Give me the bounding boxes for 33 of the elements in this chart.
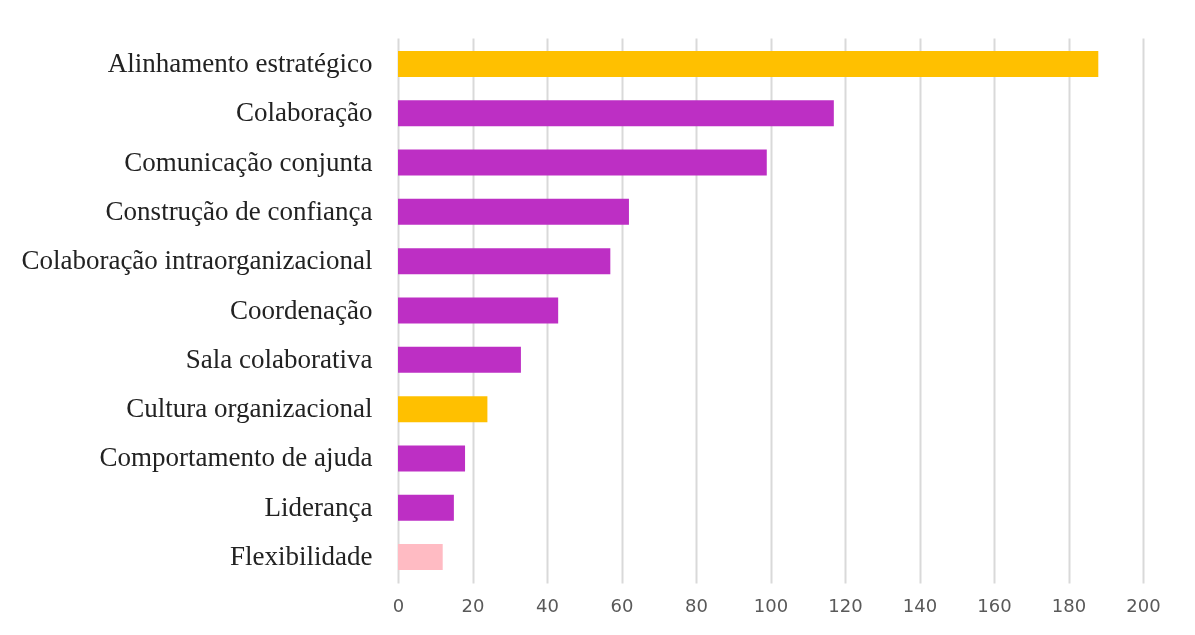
y-tick-label: Comunicação conjunta [124, 146, 373, 177]
bar [398, 445, 466, 472]
bar [398, 100, 834, 127]
bar [398, 198, 629, 225]
x-tick-label: 80 [685, 594, 708, 616]
bar [398, 544, 443, 571]
y-tick-label: Flexibilidade [230, 541, 373, 572]
y-tick-label: Colaboração intraorganizacional [21, 245, 373, 276]
x-tick-label: 180 [1051, 594, 1087, 616]
x-tick-label: 200 [1126, 594, 1161, 616]
x-tick-label: 140 [902, 594, 938, 616]
x-tick-label: 120 [828, 594, 863, 616]
y-tick-label: Alinhamento estratégico [107, 47, 373, 78]
y-tick-label: Colaboração [236, 97, 373, 128]
x-tick-label: 60 [610, 594, 634, 616]
bar [398, 50, 1099, 77]
y-tick-label: Sala colaborativa [185, 343, 373, 374]
bar [398, 494, 454, 521]
x-tick-label: 20 [461, 594, 485, 616]
y-tick-label: Coordenação [230, 294, 373, 325]
bar [398, 149, 767, 176]
bar [398, 297, 559, 324]
bar [398, 346, 521, 373]
y-tick-label: Liderança [264, 491, 373, 522]
y-tick-label: Cultura organizacional [126, 393, 373, 424]
x-tick-label: 160 [977, 594, 1012, 616]
x-tick-label: 40 [536, 594, 559, 616]
y-tick-label: Construção de confiança [105, 195, 373, 226]
x-tick-label: 0 [392, 594, 405, 616]
bar [398, 396, 488, 423]
x-tick-label: 100 [753, 594, 789, 616]
y-tick-label: Comportamento de ajuda [99, 442, 373, 473]
bar [398, 248, 611, 275]
